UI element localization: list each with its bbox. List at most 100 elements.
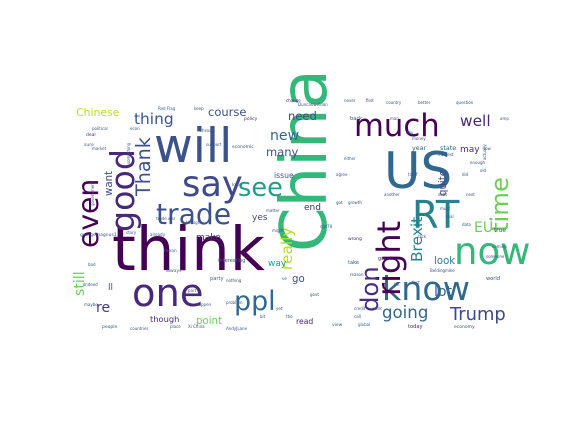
cloud-word-course: course: [208, 105, 246, 119]
cloud-word-government: government: [90, 181, 95, 206]
cloud-word-did: did: [462, 172, 469, 177]
cloud-word-call: call: [354, 314, 361, 319]
cloud-word-tariff: tariff: [408, 172, 418, 177]
cloud-word-question: question: [456, 100, 474, 105]
cloud-word-thought: thought: [186, 220, 202, 225]
cloud-word-back: back: [350, 116, 362, 122]
cloud-word-support: support: [206, 142, 222, 147]
cloud-word-take: take: [348, 260, 359, 266]
cloud-word-day: day: [406, 130, 414, 135]
cloud-word-old: old: [480, 168, 487, 173]
cloud-word-nothing: nothing: [226, 278, 242, 283]
cloud-word-govt: govt: [310, 292, 319, 297]
cloud-word-must: must: [440, 206, 451, 211]
cloud-word-story: story: [126, 230, 137, 235]
cloud-word-china: China: [268, 69, 342, 252]
cloud-word-true: true: [494, 228, 506, 234]
cloud-word-even: even: [72, 179, 105, 248]
cloud-word-thank: Thank: [132, 136, 155, 197]
cloud-word-yes: yes: [252, 213, 268, 223]
cloud-word-going: going: [382, 303, 428, 322]
cloud-word-indeed: Indeed: [84, 282, 98, 287]
cloud-word-quite: quite: [438, 170, 449, 196]
cloud-word-amp: amp: [500, 116, 509, 121]
cloud-word-know: know: [382, 269, 470, 308]
cloud-word-lot: lot: [434, 284, 453, 300]
cloud-word-re: re: [96, 300, 110, 316]
cloud-word-may: may: [460, 145, 480, 155]
cloud-word-credit: credit: [354, 306, 366, 311]
cloud-word-go: go: [292, 274, 305, 285]
cloud-word-us: US: [384, 142, 452, 200]
cloud-word-people: people: [102, 324, 117, 330]
cloud-word-eu: EU: [474, 220, 493, 236]
cloud-word-trump: Trump: [449, 304, 506, 325]
cloud-word-many: many: [266, 145, 299, 159]
cloud-word-time: time: [485, 177, 514, 232]
cloud-word-real: real: [446, 214, 454, 219]
cloud-word-still: still: [72, 271, 88, 296]
cloud-word-trade-war: trade war: [156, 216, 176, 221]
cloud-word-interest: interest: [438, 152, 454, 157]
cloud-word-state: state: [440, 144, 456, 152]
cloud-word-world: world: [486, 276, 500, 282]
cloud-word-happen: happen: [196, 302, 212, 307]
cloud-word-policy: policy: [244, 116, 258, 122]
cloud-word-thing: thing: [134, 110, 174, 128]
cloud-word-mean: mean: [164, 249, 177, 254]
cloud-word-ppl: ppl: [234, 286, 276, 317]
cloud-word-xi-china: Xi China: [188, 324, 205, 329]
cloud-word-might: might: [272, 228, 284, 233]
cloud-word-want: want: [104, 171, 115, 196]
cloud-word-trade: trade: [156, 198, 231, 231]
cloud-word-red-flag: Red Flag: [158, 106, 176, 111]
cloud-word-bad: bad: [88, 262, 96, 267]
cloud-word-long: long: [232, 182, 242, 188]
cloud-word-much: much: [354, 109, 440, 144]
cloud-word-now: now: [454, 230, 531, 273]
cloud-word-fact: fact: [412, 280, 420, 285]
cloud-word-work: work: [372, 306, 382, 311]
cloud-word-look: look: [434, 256, 455, 267]
cloud-word-will: will: [154, 119, 232, 174]
cloud-word-andyjlane: AndyJLane: [226, 326, 248, 331]
cloud-word-matter: matter: [266, 208, 280, 213]
cloud-word-thread: thread: [200, 128, 215, 134]
cloud-word-countries: countries: [130, 326, 149, 331]
cloud-word-duncanweldon: Duncanweldon: [298, 102, 328, 107]
cloud-word-really: really: [278, 227, 296, 270]
cloud-word-something: something: [126, 142, 131, 164]
cloud-word-part: part: [188, 288, 197, 293]
cloud-word-already: already: [150, 232, 166, 237]
cloud-word-coming: coming: [492, 244, 507, 249]
cloud-word-place: place: [170, 324, 181, 329]
cloud-word-first: first: [366, 98, 374, 103]
cloud-word-data: data: [462, 222, 472, 227]
cloud-word-one: one: [132, 271, 203, 316]
cloud-word-market: market: [92, 146, 107, 151]
cloud-word-interesting: interesting: [218, 258, 245, 264]
cloud-word-chinese: Chinese: [76, 106, 120, 119]
cloud-word-point: point: [196, 316, 222, 327]
cloud-word-political: political: [92, 126, 108, 131]
cloud-word-say: say: [182, 164, 243, 205]
cloud-word-keep: keep: [194, 106, 204, 111]
cloud-word-someone: someone: [486, 254, 505, 259]
cloud-word-change: change: [286, 98, 301, 103]
cloud-word-problem: problem: [226, 300, 243, 305]
cloud-word-uk: UK: [394, 282, 400, 287]
cloud-word-party: party: [210, 276, 223, 282]
cloud-word-economic: economic: [232, 144, 254, 150]
cloud-word-make: make: [196, 233, 221, 243]
cloud-word-deal: deal: [86, 132, 96, 138]
cloud-word-sure: sure: [84, 142, 94, 148]
cloud-word-great: great: [378, 256, 391, 262]
cloud-word-debt: debt: [438, 192, 448, 197]
cloud-word-growth: growth: [348, 200, 362, 205]
cloud-word-actually: actually: [482, 144, 487, 160]
cloud-word-read: read: [296, 317, 313, 326]
cloud-word-ve: ve: [282, 276, 287, 281]
cloud-word-don: don: [355, 266, 384, 312]
